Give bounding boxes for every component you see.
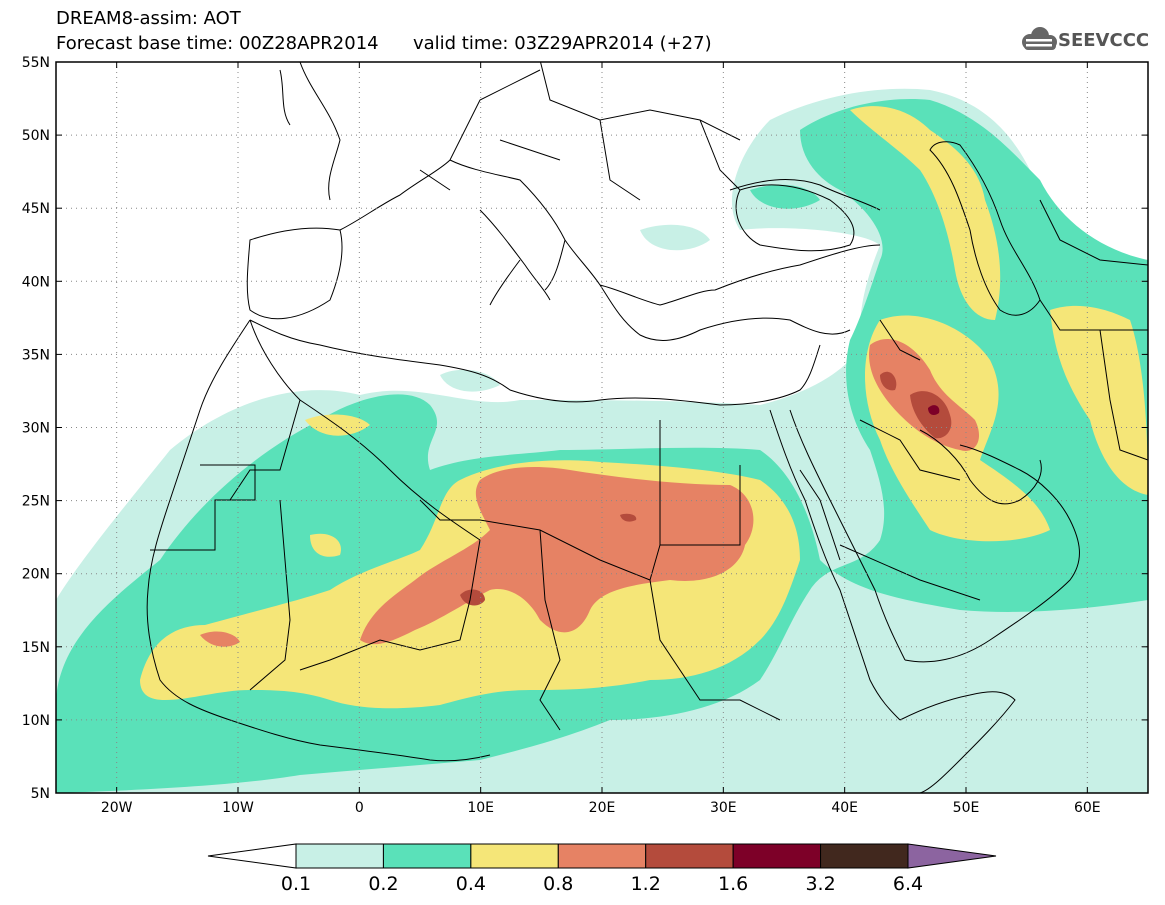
lon-label: 20E bbox=[589, 800, 616, 816]
colorbar-level-label: 0.1 bbox=[281, 873, 311, 895]
colorbar-level-label: 0.4 bbox=[456, 873, 486, 895]
lat-label: 20N bbox=[22, 567, 50, 583]
west-africa-coastline bbox=[146, 319, 491, 762]
aot-field-layer bbox=[56, 88, 1148, 793]
black-sea-coastline bbox=[735, 184, 855, 252]
colorbar-swatch bbox=[470, 843, 559, 869]
lon-axis-labels: 20W 10W 0 10E 20E 30E 40E 50E 60E bbox=[101, 800, 1101, 816]
colorbar-level-label: 3.2 bbox=[805, 873, 835, 895]
colorbar-labels: 0.1 0.2 0.4 0.8 1.2 1.6 3.2 6.4 bbox=[281, 873, 923, 895]
lon-label: 50E bbox=[953, 800, 980, 816]
colorbar-under-arrow bbox=[207, 843, 297, 869]
lon-label: 60E bbox=[1074, 800, 1101, 816]
italy-coastline bbox=[479, 209, 551, 306]
colorbar-over-arrow bbox=[907, 843, 997, 869]
aot-level-1.2 bbox=[460, 371, 952, 606]
colorbar bbox=[207, 843, 997, 869]
lat-axis-labels: 5N 10N 15N 20N 25N 30N 35N 40N 45N 50N 55N bbox=[22, 55, 50, 802]
lon-label: 40E bbox=[831, 800, 858, 816]
red-sea-coastline bbox=[769, 409, 901, 721]
base-time: Forecast base time: 00Z28APR2014 bbox=[56, 33, 379, 54]
time-line: Forecast base time: 00Z28APR2014 valid t… bbox=[56, 34, 712, 54]
lat-label: 55N bbox=[22, 55, 50, 71]
colorbar-swatch bbox=[732, 843, 822, 869]
lat-label: 15N bbox=[22, 640, 50, 656]
north-africa-coastline bbox=[249, 319, 821, 406]
lon-label: 20W bbox=[101, 800, 133, 816]
colorbar-swatch bbox=[295, 843, 384, 869]
lat-label: 35N bbox=[22, 347, 50, 363]
colorbar-level-label: 1.2 bbox=[631, 873, 661, 895]
arabia-coastline bbox=[904, 444, 1080, 663]
lat-label: 45N bbox=[22, 201, 50, 217]
lat-label: 40N bbox=[22, 274, 50, 290]
colorbar-swatch bbox=[382, 843, 472, 869]
lat-label: 25N bbox=[22, 494, 50, 510]
colorbar-level-label: 6.4 bbox=[893, 873, 923, 895]
coastlines-borders bbox=[146, 62, 1148, 793]
graticule bbox=[56, 62, 1148, 793]
lat-label: 5N bbox=[31, 786, 50, 802]
colorbar-swatch bbox=[645, 843, 734, 869]
lat-label: 50N bbox=[22, 128, 50, 144]
seevccc-logo bbox=[1022, 27, 1057, 50]
colorbar-level-label: 0.8 bbox=[543, 873, 573, 895]
colorbar-swatch bbox=[557, 843, 647, 869]
logo-text: SEEVCCC bbox=[1058, 30, 1150, 51]
cloud-icon bbox=[1022, 27, 1057, 50]
lat-label: 10N bbox=[22, 713, 50, 729]
colorbar-swatch bbox=[820, 843, 909, 869]
aot-level-1.6 bbox=[928, 405, 940, 416]
lon-label: 10E bbox=[467, 800, 494, 816]
valid-time: valid time: 03Z29APR2014 (+27) bbox=[412, 33, 712, 54]
product-title: DREAM8-assim: AOT bbox=[56, 8, 241, 29]
axis-ticks bbox=[56, 61, 1148, 794]
lon-label: 0 bbox=[355, 800, 364, 816]
europe-coastline bbox=[246, 227, 343, 320]
lat-label: 30N bbox=[22, 421, 50, 437]
colorbar-level-label: 1.6 bbox=[718, 873, 748, 895]
lon-label: 30E bbox=[710, 800, 737, 816]
lon-label: 10W bbox=[222, 800, 254, 816]
colorbar-level-label: 0.2 bbox=[368, 873, 398, 895]
